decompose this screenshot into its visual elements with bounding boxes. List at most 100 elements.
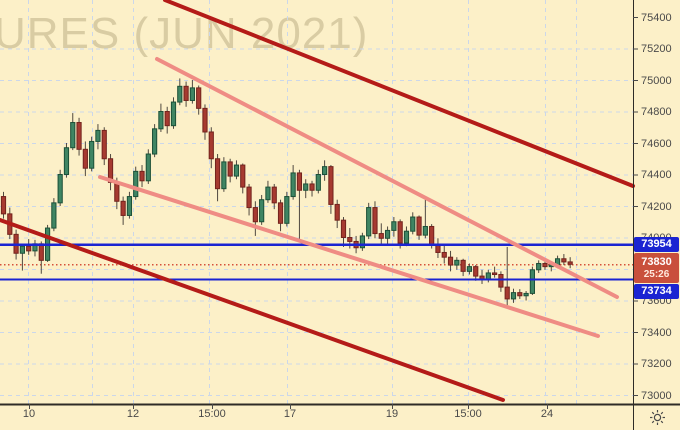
price-tick-label: 75000 <box>641 74 672 87</box>
candle-bear <box>492 266 498 278</box>
time-tick-label: 10 <box>22 408 36 420</box>
candle-bull <box>523 291 529 301</box>
candle-bear <box>271 183 277 210</box>
candle-bear <box>479 269 485 284</box>
candle-bull <box>177 78 183 106</box>
price-label-last: 73830 25:26 <box>634 253 679 284</box>
price-tick-label: 74400 <box>641 169 672 181</box>
candle-bear <box>246 183 252 216</box>
time-tick-label: 15:00 <box>454 408 482 420</box>
bar-countdown-text: 25:26 <box>643 268 670 280</box>
trend-line-channel-lower-dark[interactable] <box>0 218 505 402</box>
candle-bear <box>473 265 479 281</box>
time-tick-label: 19 <box>385 408 399 420</box>
candle-bear <box>309 180 315 197</box>
time-tick-label: 15:00 <box>198 408 226 420</box>
candle-bear <box>164 106 170 134</box>
candle-bull <box>170 97 177 129</box>
candle-bull <box>454 257 460 270</box>
time-tick-label: 24 <box>540 408 554 420</box>
candle-bull <box>422 199 428 239</box>
candle-bear <box>107 154 114 191</box>
candle-bear <box>38 241 44 274</box>
candle-bear <box>498 271 504 292</box>
price-tick-label: 73200 <box>641 358 672 370</box>
gridlines <box>0 0 633 404</box>
candle-bear <box>240 163 246 194</box>
candle-bull <box>322 160 328 181</box>
candle-bull <box>259 194 265 225</box>
candle-bull <box>536 260 542 273</box>
candle-bull <box>158 103 164 132</box>
candle-bear <box>227 158 233 183</box>
candle-bear <box>76 117 82 156</box>
candle-bull <box>529 266 535 295</box>
time-tick-label: 12 <box>126 408 140 420</box>
price-tick-label: 73400 <box>641 326 672 339</box>
candle-bear <box>196 85 202 115</box>
candle-bull <box>51 198 57 232</box>
candle-bear <box>372 201 378 239</box>
candle-bull <box>410 212 416 235</box>
candle-bear <box>202 104 208 140</box>
candle-bear <box>340 217 347 247</box>
candle-bear <box>26 239 32 255</box>
candle-bull <box>19 243 25 271</box>
candle-bull <box>89 136 95 172</box>
candle-bear <box>82 141 88 177</box>
candle-bear <box>460 258 466 277</box>
candle-bull <box>366 202 372 240</box>
candle-bear <box>334 199 340 229</box>
trend-line-channel-upper-dark[interactable] <box>163 0 635 188</box>
candle-bear <box>252 201 258 236</box>
candle-bull <box>233 160 240 180</box>
candle-bull <box>44 224 51 262</box>
candle-bear <box>208 127 214 169</box>
candle-bear <box>435 238 441 258</box>
candle-bull <box>485 269 491 283</box>
candle-bull <box>359 232 365 251</box>
candle-bull <box>145 149 151 184</box>
trend-line-channel-lower-light[interactable] <box>98 175 600 338</box>
price-tick-label: 73000 <box>641 389 672 402</box>
candle-bear <box>296 169 303 240</box>
price-tick-label: 74800 <box>641 106 672 118</box>
resistance-price-text: 73954 <box>641 238 672 251</box>
last-price-text: 73830 <box>641 255 672 268</box>
candle-bull <box>152 124 158 158</box>
candle-bull <box>466 263 473 275</box>
settings-sun-icon[interactable] <box>649 409 666 426</box>
price-tick-label: 74600 <box>641 137 672 150</box>
candle-bull <box>32 239 38 257</box>
price-label-resistance: 73954 <box>634 237 679 253</box>
candle-bull <box>133 166 139 200</box>
candle-bull <box>95 124 101 150</box>
support-price-text: 73734 <box>641 285 672 298</box>
candle-bear <box>561 254 567 266</box>
price-label-support: 73734 <box>634 284 679 300</box>
candle-bull <box>265 180 271 203</box>
candles <box>0 78 573 307</box>
candle-bull <box>303 179 309 199</box>
candle-bull <box>63 143 70 178</box>
axis-ticks <box>29 17 638 409</box>
candle-bull <box>391 217 397 237</box>
candle-bull <box>384 226 391 246</box>
candle-bear <box>101 127 107 166</box>
price-tick-label: 75400 <box>641 11 672 24</box>
candle-bear <box>139 165 145 188</box>
candle-bear <box>378 223 384 244</box>
candle-bear <box>0 191 7 219</box>
trend-line-channel-upper-light[interactable] <box>155 57 619 299</box>
candle-bull <box>510 288 517 303</box>
candle-bull <box>403 226 410 247</box>
candle-bull <box>57 169 63 206</box>
candle-bull <box>126 191 133 219</box>
candle-bear <box>567 257 573 269</box>
candle-bull <box>70 113 76 151</box>
candle-bear <box>214 154 221 202</box>
candle-bear <box>504 246 510 307</box>
